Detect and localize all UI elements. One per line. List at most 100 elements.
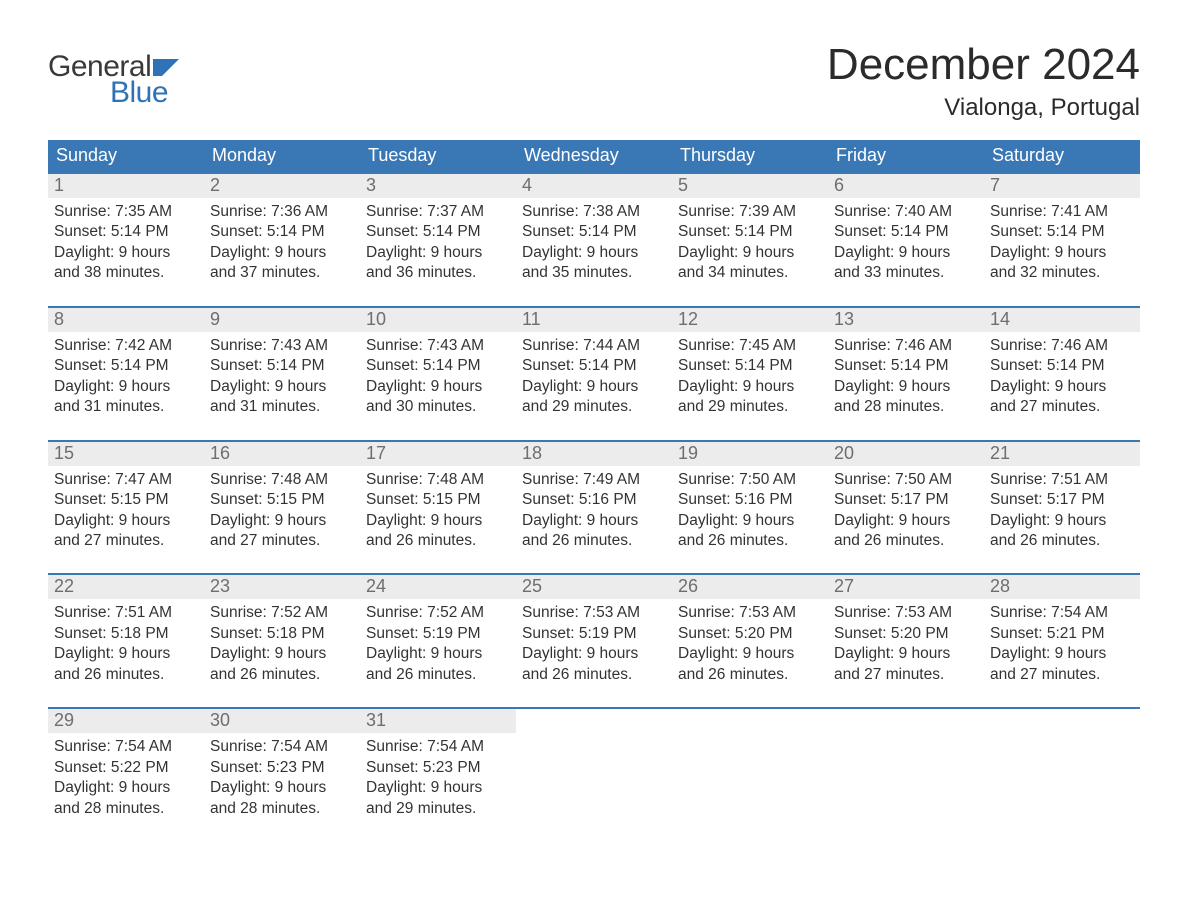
daylight-line-1: Daylight: 9 hours <box>834 644 978 664</box>
sunrise-line: Sunrise: 7:42 AM <box>54 336 198 356</box>
calendar-day-cell: 4Sunrise: 7:38 AMSunset: 5:14 PMDaylight… <box>516 174 672 290</box>
sunrise-line: Sunrise: 7:54 AM <box>990 603 1134 623</box>
calendar-day-cell: 13Sunrise: 7:46 AMSunset: 5:14 PMDayligh… <box>828 308 984 424</box>
sunset-line: Sunset: 5:14 PM <box>990 222 1134 242</box>
weekday-header: Tuesday <box>360 140 516 172</box>
sunset-line: Sunset: 5:23 PM <box>366 758 510 778</box>
day-body: Sunrise: 7:48 AMSunset: 5:15 PMDaylight:… <box>360 466 516 558</box>
sunrise-line: Sunrise: 7:54 AM <box>366 737 510 757</box>
page-header: General Blue December 2024 Vialonga, Por… <box>48 40 1140 122</box>
day-body: Sunrise: 7:53 AMSunset: 5:20 PMDaylight:… <box>672 599 828 691</box>
weekday-header: Friday <box>828 140 984 172</box>
daylight-line-1: Daylight: 9 hours <box>834 377 978 397</box>
sunrise-line: Sunrise: 7:49 AM <box>522 470 666 490</box>
day-body: Sunrise: 7:51 AMSunset: 5:18 PMDaylight:… <box>48 599 204 691</box>
calendar: SundayMondayTuesdayWednesdayThursdayFrid… <box>48 140 1140 825</box>
weekday-header: Sunday <box>48 140 204 172</box>
sunset-line: Sunset: 5:18 PM <box>54 624 198 644</box>
daylight-line-2: and 31 minutes. <box>210 397 354 417</box>
sunrise-line: Sunrise: 7:44 AM <box>522 336 666 356</box>
daylight-line-2: and 29 minutes. <box>522 397 666 417</box>
daylight-line-2: and 29 minutes. <box>678 397 822 417</box>
day-number: 18 <box>516 442 672 466</box>
sunset-line: Sunset: 5:14 PM <box>366 356 510 376</box>
sunrise-line: Sunrise: 7:48 AM <box>366 470 510 490</box>
sunset-line: Sunset: 5:15 PM <box>54 490 198 510</box>
daylight-line-2: and 28 minutes. <box>834 397 978 417</box>
day-number: 21 <box>984 442 1140 466</box>
daylight-line-1: Daylight: 9 hours <box>522 243 666 263</box>
daylight-line-2: and 27 minutes. <box>210 531 354 551</box>
sunset-line: Sunset: 5:14 PM <box>54 356 198 376</box>
daylight-line-1: Daylight: 9 hours <box>678 511 822 531</box>
day-body: Sunrise: 7:43 AMSunset: 5:14 PMDaylight:… <box>360 332 516 424</box>
sunset-line: Sunset: 5:14 PM <box>366 222 510 242</box>
day-number: 26 <box>672 575 828 599</box>
day-body <box>984 733 1140 743</box>
sunrise-line: Sunrise: 7:51 AM <box>990 470 1134 490</box>
daylight-line-2: and 34 minutes. <box>678 263 822 283</box>
daylight-line-2: and 26 minutes. <box>522 531 666 551</box>
calendar-week-row: 29Sunrise: 7:54 AMSunset: 5:22 PMDayligh… <box>48 707 1140 825</box>
day-number: 17 <box>360 442 516 466</box>
daylight-line-1: Daylight: 9 hours <box>210 644 354 664</box>
day-number: 10 <box>360 308 516 332</box>
day-body: Sunrise: 7:46 AMSunset: 5:14 PMDaylight:… <box>828 332 984 424</box>
daylight-line-1: Daylight: 9 hours <box>54 511 198 531</box>
day-number: 6 <box>828 174 984 198</box>
title-block: December 2024 Vialonga, Portugal <box>827 40 1140 122</box>
sunset-line: Sunset: 5:14 PM <box>990 356 1134 376</box>
day-number: 31 <box>360 709 516 733</box>
calendar-day-cell: 12Sunrise: 7:45 AMSunset: 5:14 PMDayligh… <box>672 308 828 424</box>
sunrise-line: Sunrise: 7:50 AM <box>834 470 978 490</box>
day-number: 2 <box>204 174 360 198</box>
day-body: Sunrise: 7:51 AMSunset: 5:17 PMDaylight:… <box>984 466 1140 558</box>
daylight-line-2: and 36 minutes. <box>366 263 510 283</box>
daylight-line-2: and 27 minutes. <box>834 665 978 685</box>
calendar-day-cell <box>516 709 672 825</box>
day-number: 11 <box>516 308 672 332</box>
calendar-day-cell: 15Sunrise: 7:47 AMSunset: 5:15 PMDayligh… <box>48 442 204 558</box>
calendar-day-cell: 18Sunrise: 7:49 AMSunset: 5:16 PMDayligh… <box>516 442 672 558</box>
daylight-line-1: Daylight: 9 hours <box>54 377 198 397</box>
calendar-day-cell: 21Sunrise: 7:51 AMSunset: 5:17 PMDayligh… <box>984 442 1140 558</box>
weekday-header: Saturday <box>984 140 1140 172</box>
day-number: 20 <box>828 442 984 466</box>
daylight-line-1: Daylight: 9 hours <box>522 511 666 531</box>
day-number: 13 <box>828 308 984 332</box>
daylight-line-2: and 26 minutes. <box>522 665 666 685</box>
weekday-header-row: SundayMondayTuesdayWednesdayThursdayFrid… <box>48 140 1140 172</box>
day-number: 16 <box>204 442 360 466</box>
sunset-line: Sunset: 5:14 PM <box>522 222 666 242</box>
sunrise-line: Sunrise: 7:39 AM <box>678 202 822 222</box>
calendar-day-cell: 23Sunrise: 7:52 AMSunset: 5:18 PMDayligh… <box>204 575 360 691</box>
calendar-day-cell: 14Sunrise: 7:46 AMSunset: 5:14 PMDayligh… <box>984 308 1140 424</box>
calendar-week-row: 8Sunrise: 7:42 AMSunset: 5:14 PMDaylight… <box>48 306 1140 424</box>
day-number: 23 <box>204 575 360 599</box>
sunset-line: Sunset: 5:22 PM <box>54 758 198 778</box>
daylight-line-2: and 35 minutes. <box>522 263 666 283</box>
day-body: Sunrise: 7:54 AMSunset: 5:21 PMDaylight:… <box>984 599 1140 691</box>
weekday-header: Wednesday <box>516 140 672 172</box>
daylight-line-1: Daylight: 9 hours <box>834 511 978 531</box>
sunrise-line: Sunrise: 7:50 AM <box>678 470 822 490</box>
weekday-header: Monday <box>204 140 360 172</box>
day-number: 22 <box>48 575 204 599</box>
sunset-line: Sunset: 5:14 PM <box>210 356 354 376</box>
calendar-day-cell: 17Sunrise: 7:48 AMSunset: 5:15 PMDayligh… <box>360 442 516 558</box>
day-body: Sunrise: 7:36 AMSunset: 5:14 PMDaylight:… <box>204 198 360 290</box>
sunset-line: Sunset: 5:15 PM <box>210 490 354 510</box>
daylight-line-2: and 30 minutes. <box>366 397 510 417</box>
day-body: Sunrise: 7:50 AMSunset: 5:17 PMDaylight:… <box>828 466 984 558</box>
sunrise-line: Sunrise: 7:52 AM <box>366 603 510 623</box>
calendar-day-cell: 11Sunrise: 7:44 AMSunset: 5:14 PMDayligh… <box>516 308 672 424</box>
calendar-day-cell <box>828 709 984 825</box>
daylight-line-1: Daylight: 9 hours <box>366 377 510 397</box>
calendar-week-row: 1Sunrise: 7:35 AMSunset: 5:14 PMDaylight… <box>48 172 1140 290</box>
daylight-line-1: Daylight: 9 hours <box>366 243 510 263</box>
daylight-line-1: Daylight: 9 hours <box>54 644 198 664</box>
sunrise-line: Sunrise: 7:40 AM <box>834 202 978 222</box>
day-body: Sunrise: 7:53 AMSunset: 5:19 PMDaylight:… <box>516 599 672 691</box>
day-body: Sunrise: 7:39 AMSunset: 5:14 PMDaylight:… <box>672 198 828 290</box>
day-number <box>516 709 672 733</box>
